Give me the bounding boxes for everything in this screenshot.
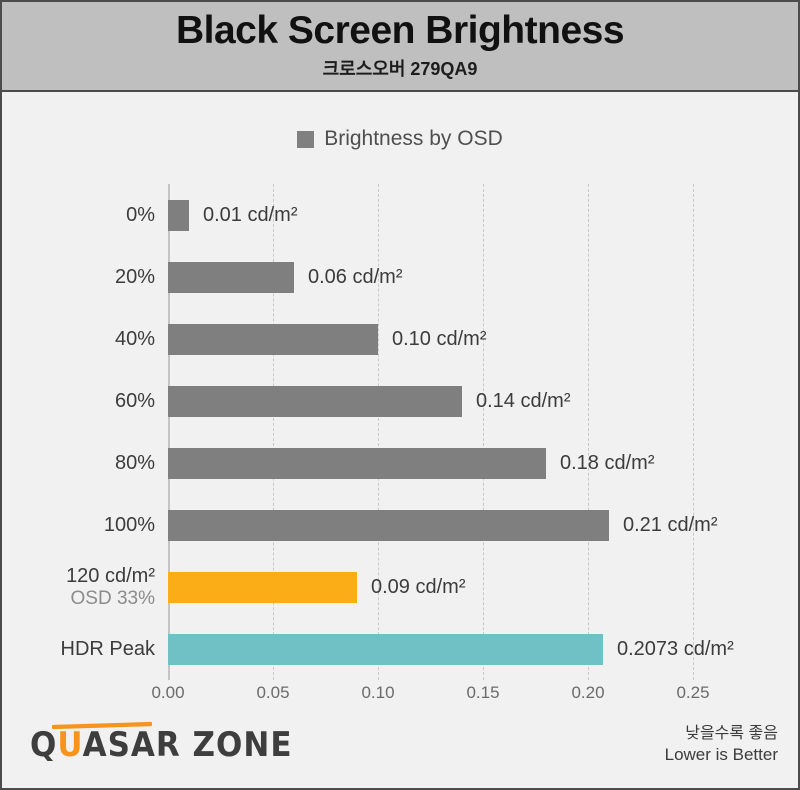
- legend: Brightness by OSD: [2, 126, 798, 152]
- logo-text-rest: ASAR ZONE: [82, 725, 293, 764]
- bar-row: 40% 0.10 cd/m²: [2, 308, 798, 370]
- legend-label: Brightness by OSD: [324, 127, 503, 150]
- chart-header: Black Screen Brightness 크로스오버 279QA9: [2, 2, 798, 92]
- value-label: 0.10 cd/m²: [392, 327, 487, 350]
- bar: [168, 199, 189, 231]
- note-english: Lower is Better: [664, 745, 778, 765]
- bar: [168, 509, 609, 541]
- x-tick-label: 0.00: [151, 683, 185, 702]
- bar-row: 100% 0.21 cd/m²: [2, 494, 798, 556]
- bar: [168, 571, 357, 603]
- category-sublabel: OSD 33%: [70, 587, 155, 609]
- logo-text-q: Q: [30, 725, 58, 764]
- quasarzone-logo: QUASAR ZONE: [30, 721, 293, 764]
- category-label: 100%: [103, 514, 155, 536]
- value-label: 0.2073 cd/m²: [617, 637, 734, 660]
- bar-rows: 0% 0.01 cd/m² 20% 0.06 cd/m² 40% 0.10 cd/m² 60…: [2, 184, 798, 680]
- logo-text-u: U: [57, 725, 83, 764]
- category-label: HDR Peak: [60, 638, 155, 660]
- bar: [168, 385, 462, 417]
- value-label: 0.06 cd/m²: [308, 265, 403, 288]
- lower-is-better-note: 낮을수록 좋음 Lower is Better: [665, 723, 778, 768]
- value-label: 0.18 cd/m²: [560, 451, 655, 474]
- x-axis: 0.00 0.05 0.10 0.15 0.20 0.25: [2, 680, 798, 710]
- x-tick-label: 0.05: [256, 683, 290, 702]
- value-label: 0.09 cd/m²: [371, 575, 466, 598]
- bar: [168, 261, 294, 293]
- bar-chart: 0% 0.01 cd/m² 20% 0.06 cd/m² 40% 0.10 cd/m² 60…: [2, 184, 798, 680]
- bar-row: 120 cd/m² OSD 33% 0.09 cd/m²: [2, 556, 798, 618]
- category-label: 0%: [126, 204, 155, 226]
- category-label: 80%: [114, 452, 155, 474]
- x-tick-label: 0.10: [361, 683, 395, 702]
- note-korean: 낮을수록 좋음: [685, 724, 778, 742]
- bar-row: 60% 0.14 cd/m²: [2, 370, 798, 432]
- bar: [168, 323, 378, 355]
- chart-footer: QUASAR ZONE 낮을수록 좋음 Lower is Better: [2, 710, 798, 786]
- category-label: 40%: [114, 328, 155, 350]
- x-tick-label: 0.15: [466, 683, 500, 702]
- x-tick-label: 0.25: [676, 683, 710, 702]
- bar-row: 0% 0.01 cd/m²: [2, 184, 798, 246]
- bar-row: HDR Peak 0.2073 cd/m²: [2, 618, 798, 680]
- bar: [168, 633, 603, 665]
- legend-swatch-icon: [297, 130, 315, 148]
- x-tick-label: 0.20: [571, 683, 605, 702]
- bar-row: 80% 0.18 cd/m²: [2, 432, 798, 494]
- value-label: 0.21 cd/m²: [623, 513, 718, 536]
- value-label: 0.01 cd/m²: [203, 203, 298, 226]
- category-label: 20%: [114, 266, 155, 288]
- bar-row: 20% 0.06 cd/m²: [2, 246, 798, 308]
- bar: [168, 447, 546, 479]
- category-label: 60%: [114, 390, 155, 412]
- value-label: 0.14 cd/m²: [476, 389, 571, 412]
- page-title: Black Screen Brightness: [175, 9, 625, 52]
- category-label: 120 cd/m² OSD 33%: [2, 564, 168, 611]
- page-subtitle: 크로스오버 279QA9: [322, 59, 478, 79]
